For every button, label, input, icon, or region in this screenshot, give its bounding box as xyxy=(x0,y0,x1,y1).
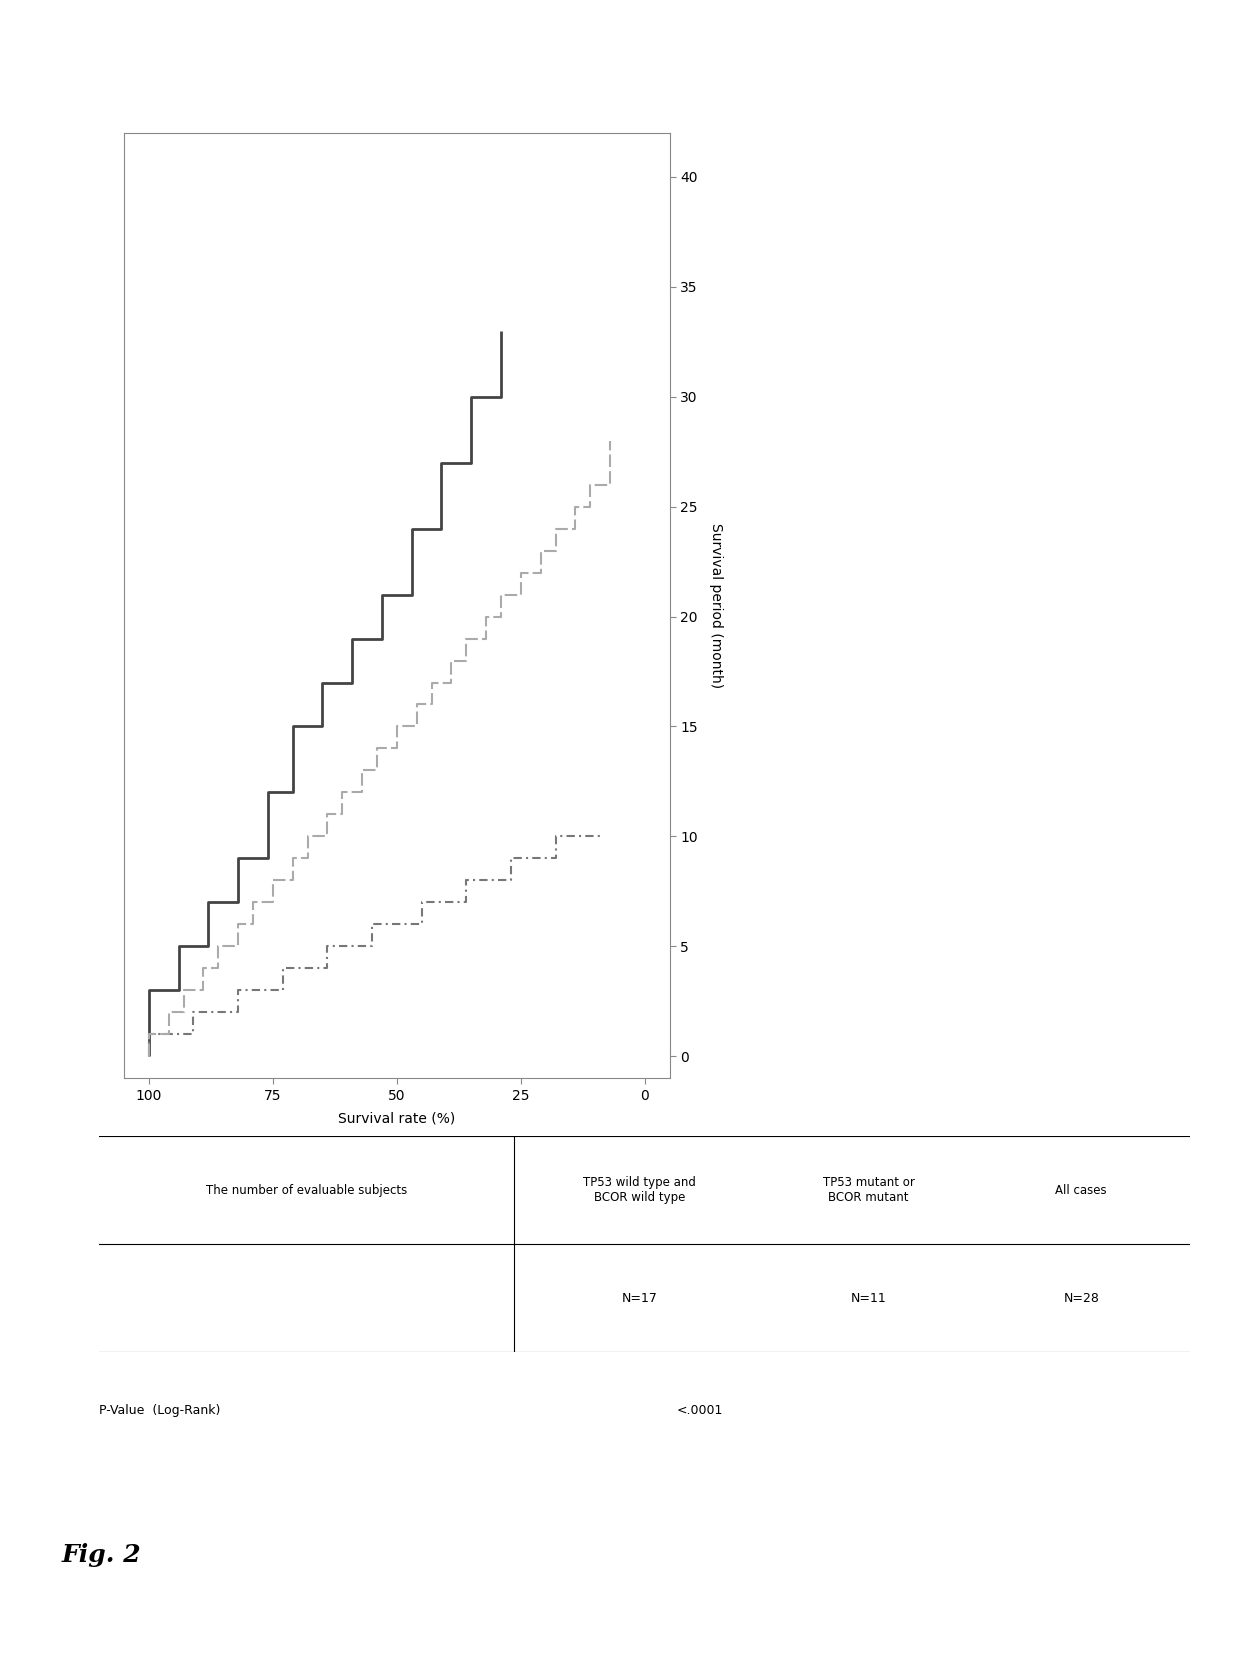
Y-axis label: Survival period (month): Survival period (month) xyxy=(709,523,723,688)
Text: TP53 wild type and
BCOR wild type: TP53 wild type and BCOR wild type xyxy=(583,1176,696,1204)
Text: All cases: All cases xyxy=(1055,1185,1107,1196)
Text: P-Value  (Log-Rank): P-Value (Log-Rank) xyxy=(99,1404,221,1417)
Text: N=11: N=11 xyxy=(851,1292,887,1304)
Text: N=17: N=17 xyxy=(621,1292,657,1304)
Text: Fig. 2: Fig. 2 xyxy=(62,1543,141,1566)
X-axis label: Survival rate (%): Survival rate (%) xyxy=(339,1112,455,1125)
Text: TP53 mutant or
BCOR mutant: TP53 mutant or BCOR mutant xyxy=(822,1176,914,1204)
Text: <.0001: <.0001 xyxy=(676,1404,723,1417)
Text: The number of evaluable subjects: The number of evaluable subjects xyxy=(206,1185,407,1196)
Text: N=28: N=28 xyxy=(1064,1292,1099,1304)
